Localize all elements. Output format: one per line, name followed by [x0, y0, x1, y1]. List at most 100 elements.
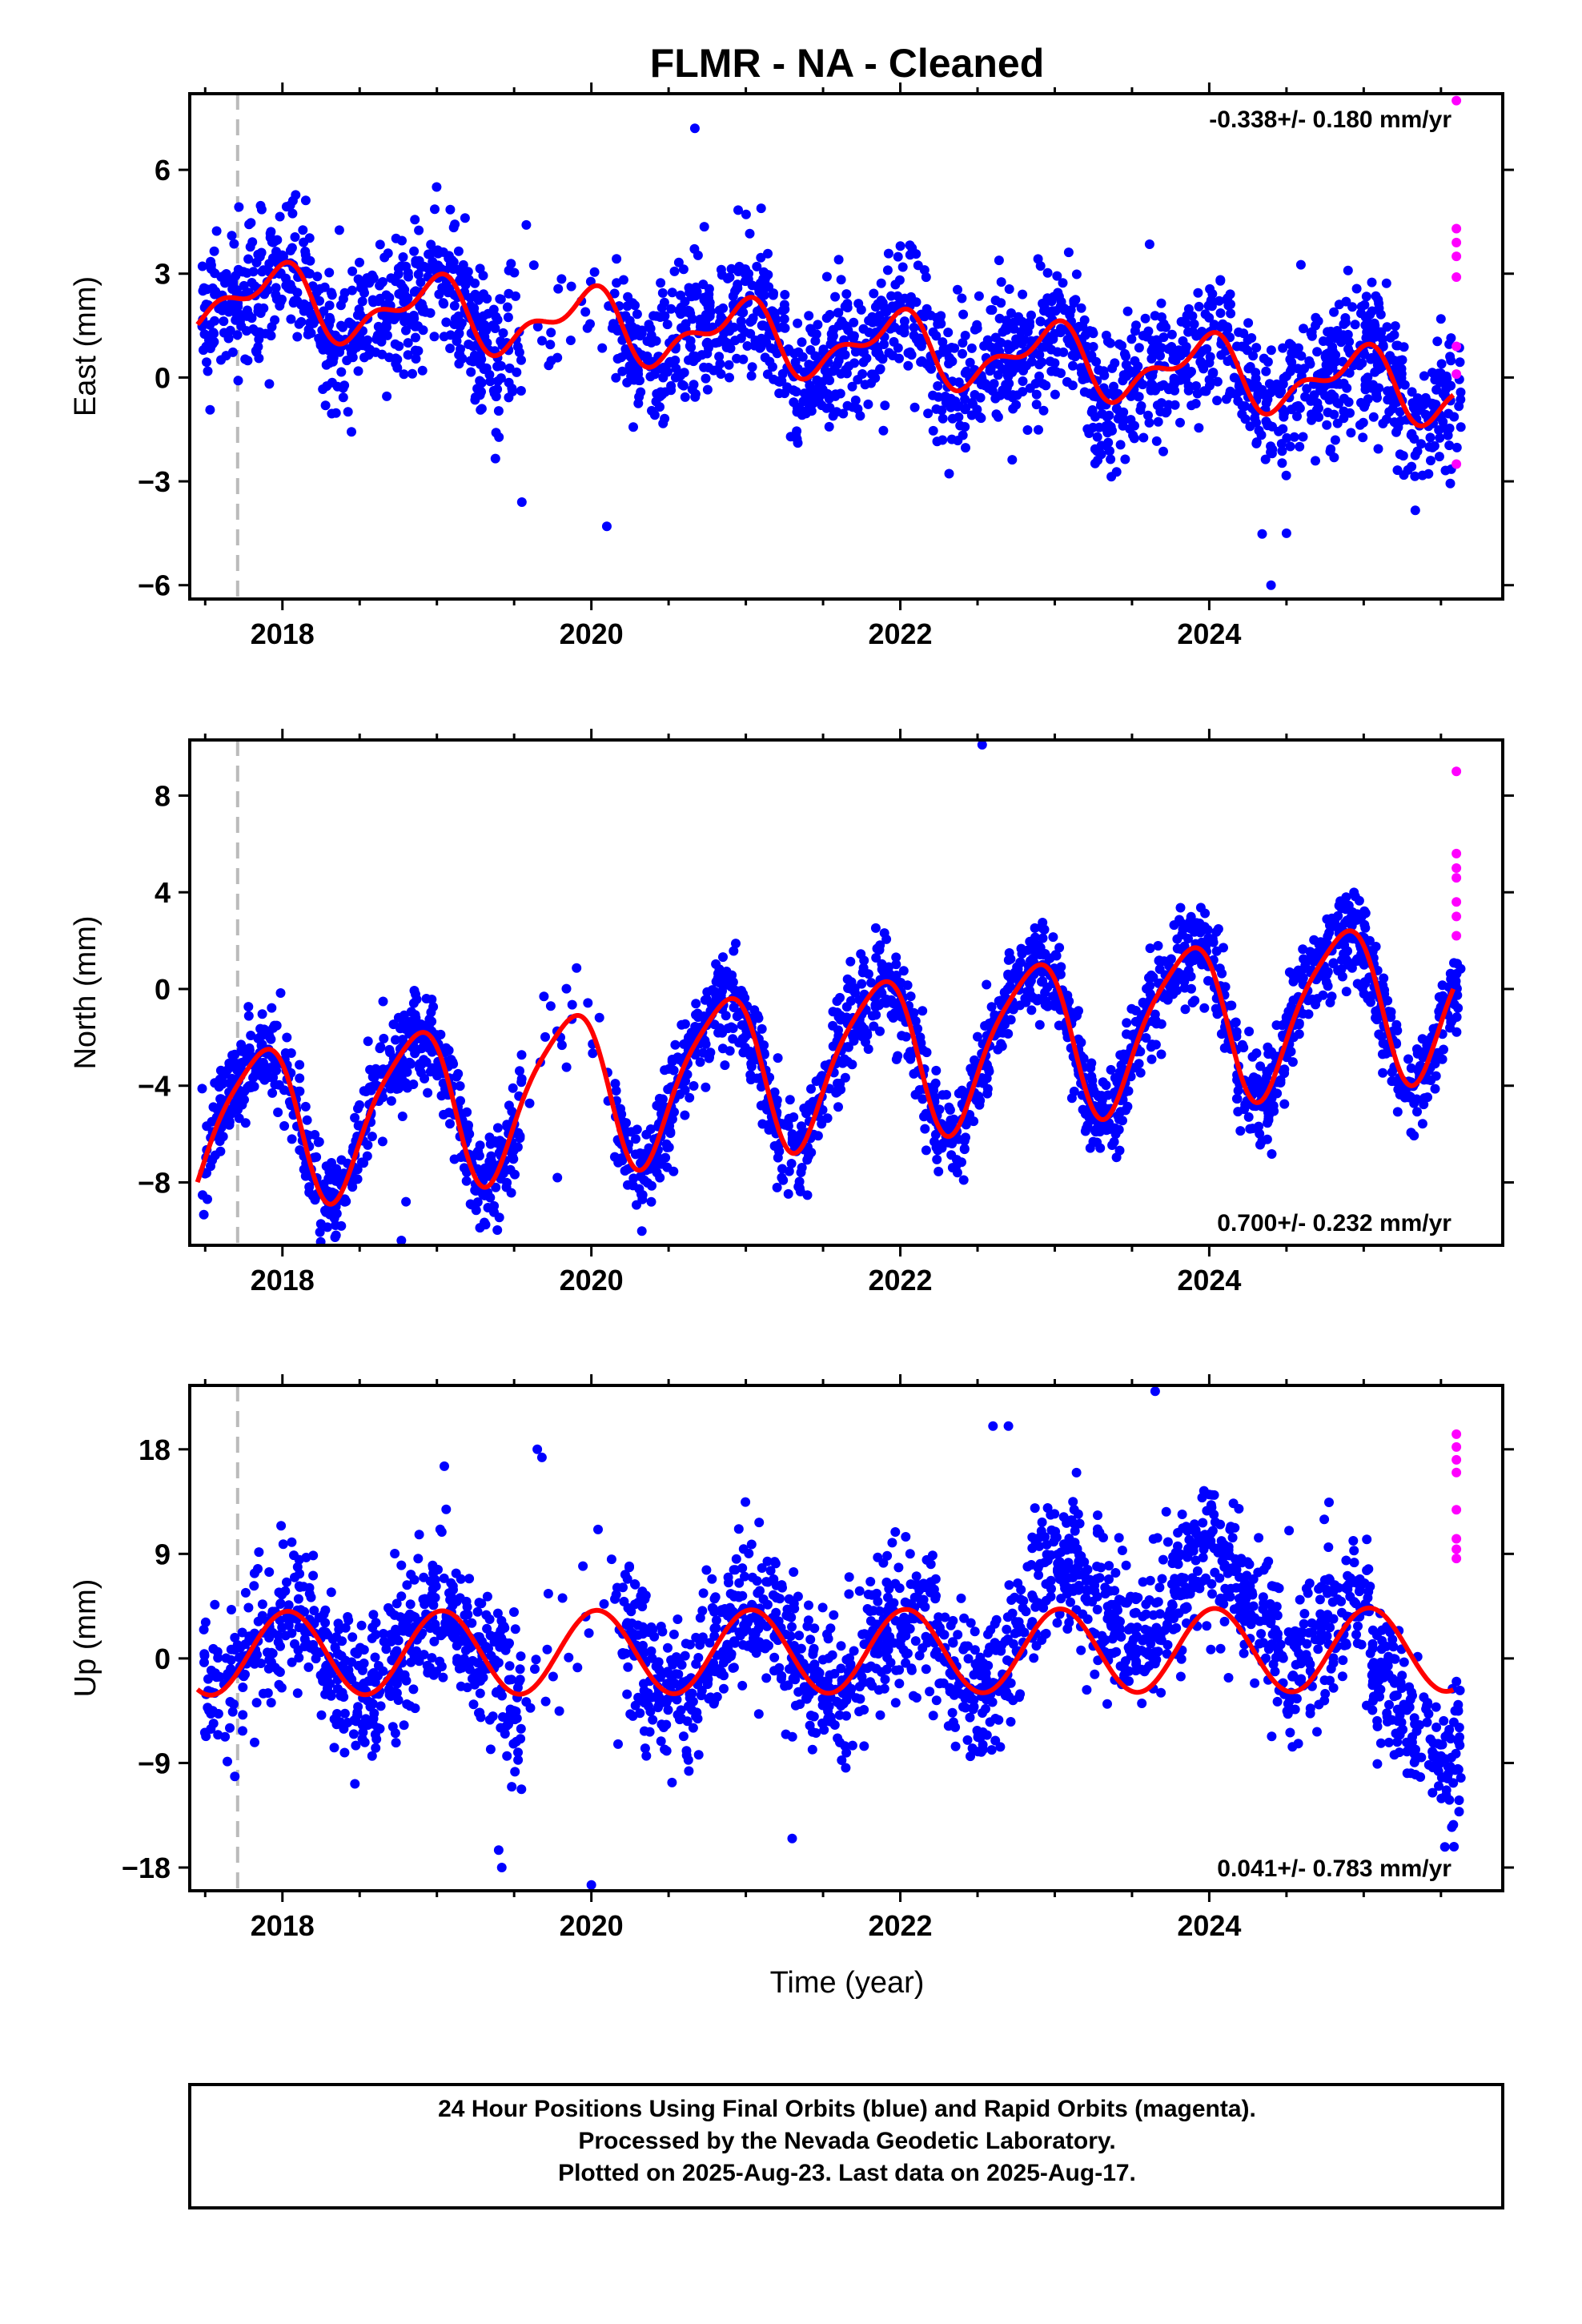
figure-title: FLMR - NA - Cleaned: [650, 41, 1045, 86]
data-point: [375, 1043, 385, 1054]
data-point: [1389, 417, 1399, 428]
data-point: [955, 420, 966, 431]
data-point: [408, 1080, 419, 1089]
data-point: [928, 1711, 938, 1721]
data-point: [1279, 1099, 1290, 1109]
data-point: [666, 304, 677, 314]
data-point: [630, 300, 640, 311]
data-point: [1090, 1126, 1100, 1136]
data-point: [1436, 359, 1447, 369]
data-point: [300, 1101, 311, 1112]
data-point: [588, 1048, 598, 1059]
data-point: [813, 1131, 823, 1141]
data-point: [1007, 367, 1018, 377]
data-point: [1045, 356, 1055, 367]
data-point: [1031, 400, 1042, 410]
data-point: [631, 1134, 640, 1144]
data-point: [1084, 428, 1094, 438]
data-point: [375, 280, 385, 291]
data-point: [1257, 529, 1267, 539]
data-point: [1244, 1027, 1255, 1036]
data-point: [714, 352, 725, 362]
rapid-point: [1452, 931, 1462, 941]
data-point: [1322, 970, 1332, 980]
data-point: [1363, 394, 1373, 404]
data-point: [206, 260, 216, 271]
data-point: [1011, 334, 1022, 344]
data-point: [359, 287, 369, 298]
data-point: [1145, 943, 1155, 954]
data-point: [566, 281, 576, 292]
data-point: [894, 275, 905, 285]
data-point: [1122, 1101, 1133, 1112]
data-point: [319, 282, 330, 292]
data-point: [409, 986, 420, 995]
data-point: [1006, 954, 1016, 964]
data-point: [1277, 1065, 1287, 1076]
data-point: [1148, 972, 1158, 983]
data-point: [1417, 470, 1427, 480]
data-point: [881, 962, 891, 972]
data-point: [1306, 955, 1316, 965]
data-point: [1349, 887, 1359, 898]
data-point: [898, 966, 909, 976]
data-point: [1195, 903, 1206, 913]
data-point: [295, 1073, 305, 1084]
data-point: [1153, 941, 1163, 951]
data-point: [1430, 1084, 1440, 1094]
y-tick-label: 3: [155, 258, 171, 291]
data-point: [757, 320, 767, 331]
data-point: [355, 1100, 364, 1110]
data-point: [1154, 964, 1165, 975]
data-point: [1219, 1043, 1230, 1053]
data-point: [998, 1027, 1008, 1038]
data-point: [982, 979, 992, 990]
data-point: [227, 231, 237, 241]
data-point: [928, 425, 938, 436]
data-point: [1255, 1128, 1265, 1139]
data-point: [862, 1027, 872, 1038]
data-point: [405, 1599, 416, 1610]
data-point: [1266, 441, 1276, 452]
data-point: [327, 356, 338, 367]
data-point: [492, 1123, 503, 1133]
data-point: [1034, 424, 1043, 435]
data-point: [966, 343, 977, 353]
data-point: [931, 404, 942, 414]
data-point: [1062, 376, 1072, 387]
data-point: [652, 1168, 662, 1178]
data-point: [398, 1019, 408, 1029]
data-point: [1138, 997, 1148, 1007]
data-point: [1430, 375, 1440, 385]
data-point: [291, 190, 301, 200]
data-point: [352, 1174, 363, 1184]
outlier-point: [977, 740, 987, 750]
data-point: [873, 299, 883, 309]
data-point: [1281, 470, 1291, 480]
data-point: [1096, 1091, 1106, 1101]
data-point: [471, 1205, 481, 1216]
data-point: [434, 1065, 444, 1076]
data-point: [331, 408, 341, 418]
data-point: [1293, 343, 1303, 353]
data-point: [222, 1066, 232, 1076]
data-point: [285, 283, 295, 294]
data-point: [1201, 386, 1211, 396]
data-point: [1455, 357, 1465, 368]
data-point: [829, 364, 840, 374]
rapid-point: [1452, 369, 1462, 380]
data-point: [610, 1079, 620, 1089]
data-point: [685, 1092, 695, 1103]
data-point: [326, 287, 336, 298]
data-point: [1361, 292, 1371, 302]
data-point: [265, 1032, 275, 1043]
data-point: [944, 1102, 954, 1112]
data-point: [764, 329, 774, 340]
data-point: [251, 257, 262, 267]
data-point: [1325, 997, 1335, 1007]
data-point: [1004, 378, 1014, 388]
data-point: [806, 406, 817, 416]
data-point: [1379, 989, 1390, 999]
data-point: [691, 1010, 701, 1020]
data-point: [257, 267, 267, 277]
